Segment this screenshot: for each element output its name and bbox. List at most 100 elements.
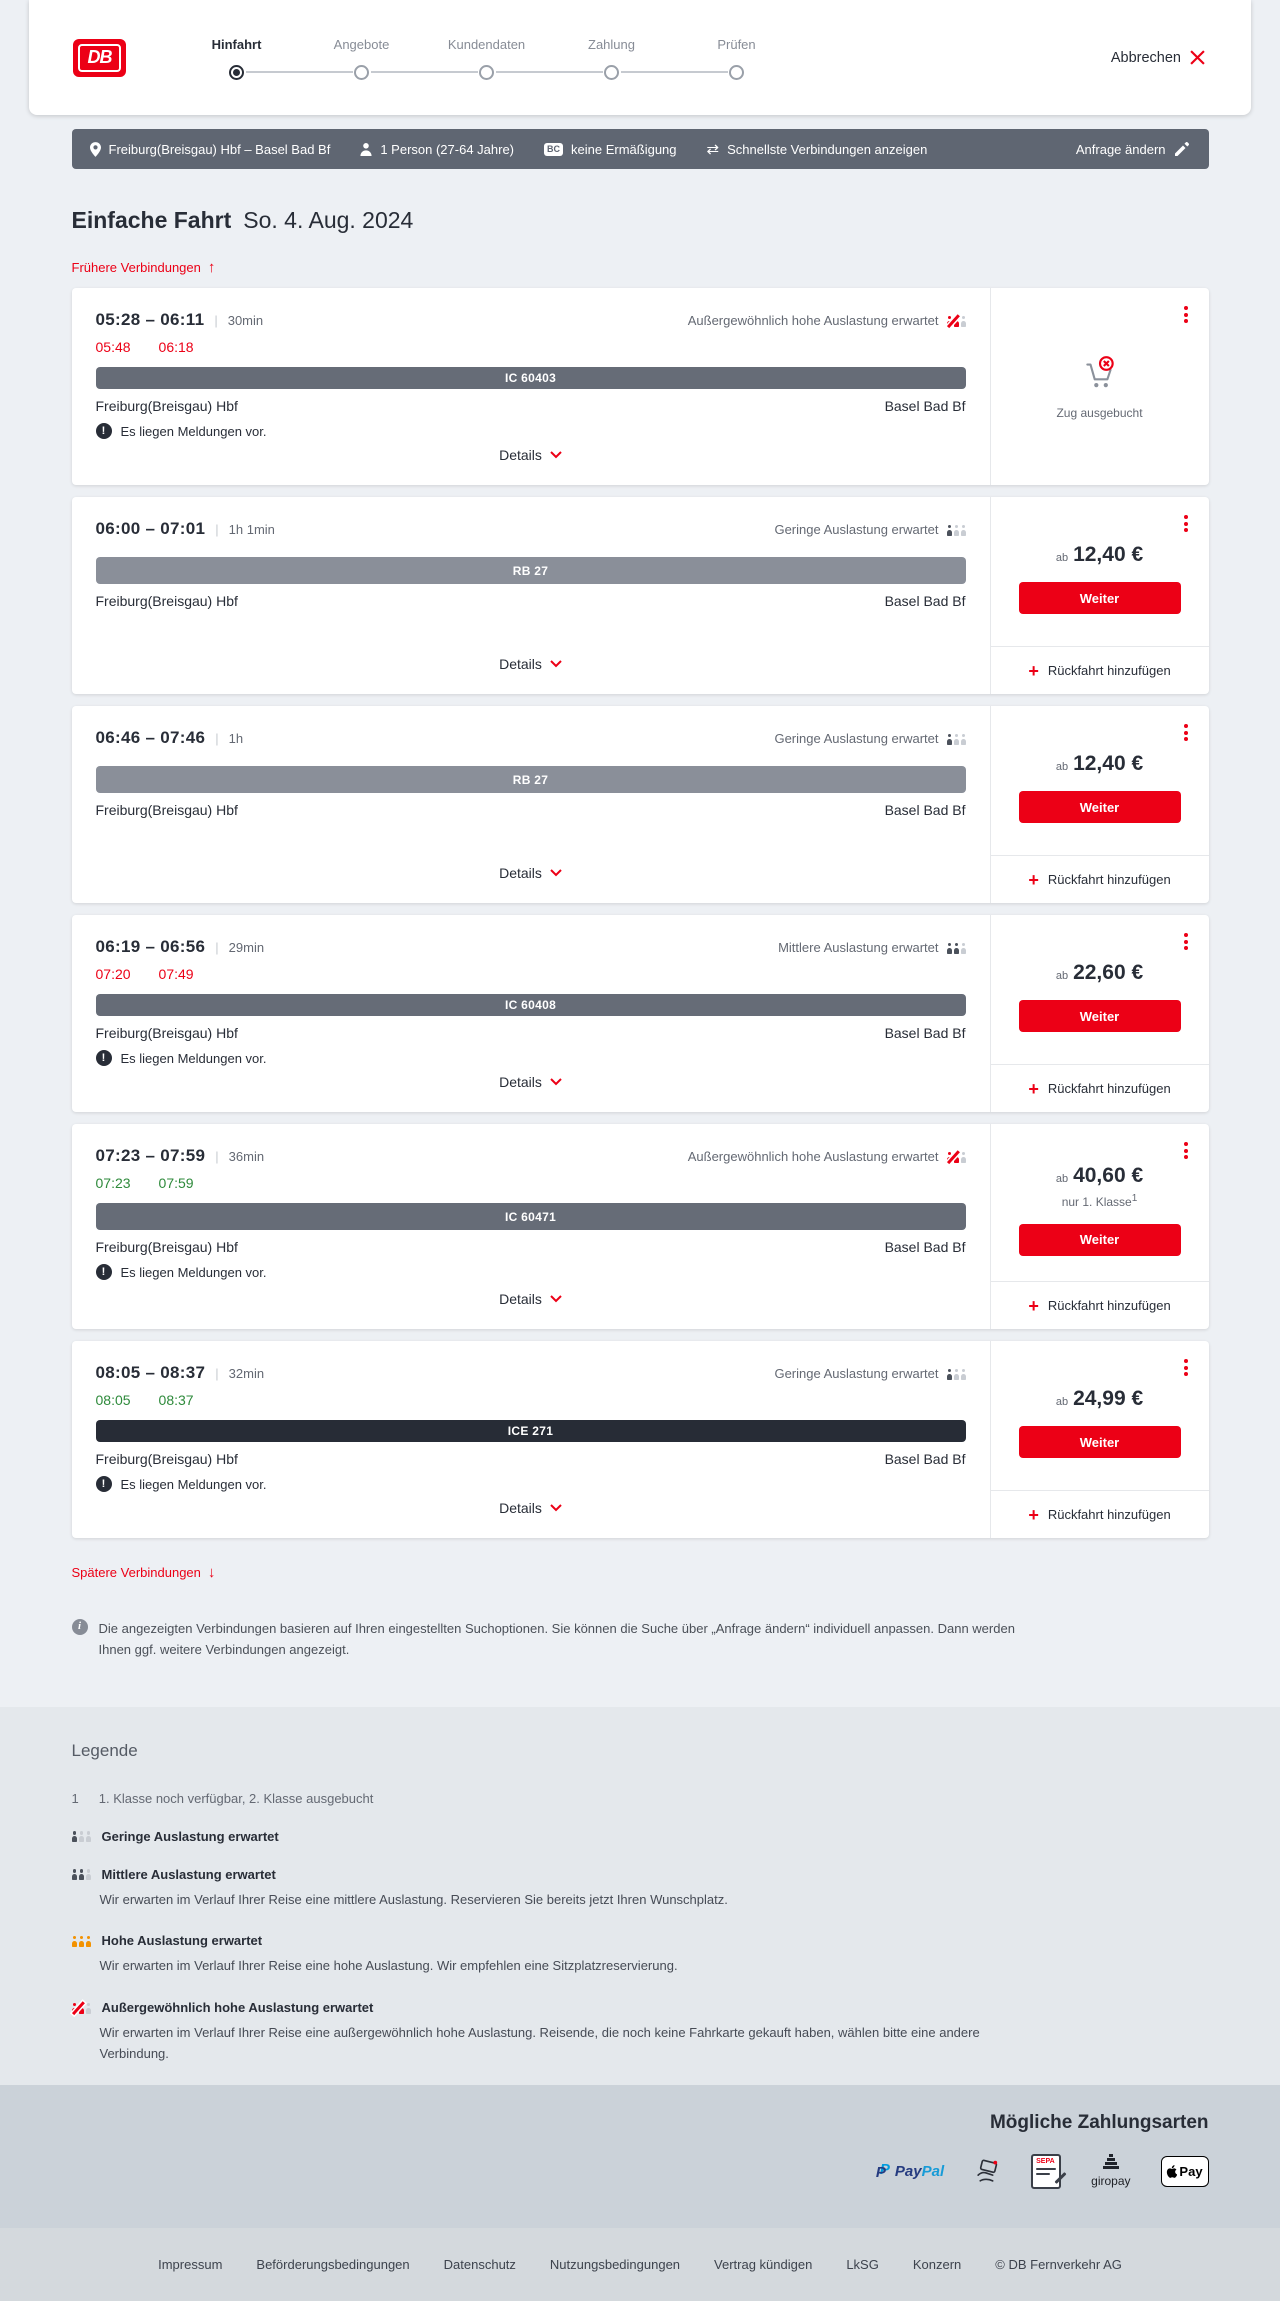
- chevron-down-icon: [550, 660, 562, 668]
- footer-link-nutzungsbedingungen[interactable]: Nutzungsbedingungen: [549, 2256, 681, 2272]
- passengers-text: 1 Person (27-64 Jahre): [380, 141, 515, 157]
- search-options-note: i Die angezeigten Verbindungen basieren …: [71, 1619, 1052, 1707]
- earlier-connections-link[interactable]: Frühere Verbindungen ↑: [72, 259, 216, 276]
- more-options-button[interactable]: [1181, 721, 1191, 744]
- later-connections-link[interactable]: Spätere Verbindungen ↓: [72, 1564, 216, 1581]
- step-kundendaten[interactable]: Kundendaten: [370, 37, 549, 80]
- connection-times: 06:46 – 07:46: [95, 728, 206, 747]
- arrow-up-icon: ↑: [207, 259, 216, 276]
- train-bar[interactable]: IC 60408: [95, 994, 966, 1016]
- continue-button[interactable]: Weiter: [1018, 582, 1181, 614]
- occupancy-label: Mittlere Auslastung erwartet: [778, 940, 939, 955]
- price-value: 24,99 €: [1073, 1387, 1144, 1410]
- separator: |: [215, 1366, 219, 1381]
- legend-item-title: Mittlere Auslastung erwartet: [101, 1866, 276, 1882]
- destination-station: Basel Bad Bf: [884, 1025, 966, 1041]
- notice-text: Es liegen Meldungen vor.: [120, 423, 267, 439]
- edit-query-button[interactable]: Anfrage ändern: [1076, 142, 1189, 157]
- destination-station: Basel Bad Bf: [884, 593, 966, 609]
- earlier-label: Frühere Verbindungen: [71, 260, 201, 275]
- step-hinfahrt[interactable]: Hinfahrt: [174, 37, 299, 80]
- legend-item-low: Geringe Auslastung erwartet: [71, 1828, 1209, 1844]
- realtime-arrival: 07:59: [158, 1175, 194, 1191]
- footer-link-vertrag-kuendigen[interactable]: Vertrag kündigen: [714, 2256, 813, 2272]
- footer-link-befoerderungsbedingungen[interactable]: Beförderungsbedingungen: [256, 2256, 410, 2272]
- train-bar[interactable]: ICE 271: [95, 1420, 966, 1442]
- legend-item-title: Außergewöhnlich hohe Auslastung erwartet: [101, 2000, 374, 2016]
- add-return-button[interactable]: + Rückfahrt hinzufügen: [990, 1064, 1209, 1112]
- price-prefix: ab: [1055, 552, 1069, 564]
- train-bar[interactable]: IC 60403: [95, 367, 966, 389]
- continue-button[interactable]: Weiter: [1018, 1223, 1181, 1256]
- legend-item-title: Geringe Auslastung erwartet: [101, 1828, 279, 1844]
- details-toggle[interactable]: Details: [499, 857, 562, 893]
- connection-duration: 32min: [228, 1366, 265, 1381]
- price-prefix: ab: [1055, 1396, 1069, 1408]
- step-zahlung[interactable]: Zahlung: [495, 37, 674, 80]
- footer-link-impressum[interactable]: Impressum: [158, 2256, 223, 2272]
- origin-station: Freiburg(Breisgau) Hbf: [95, 802, 238, 818]
- query-discount: BC keine Ermäßigung: [544, 142, 677, 157]
- credit-card-icon: [977, 2159, 998, 2182]
- more-options-button[interactable]: [1181, 1139, 1191, 1162]
- cancel-label: Abbrechen: [1110, 49, 1181, 66]
- details-toggle[interactable]: Details: [499, 1283, 562, 1319]
- footer-link-datenschutz[interactable]: Datenschutz: [443, 2256, 516, 2272]
- step-dot: [729, 65, 744, 80]
- footnote-text: 1. Klasse noch verfügbar, 2. Klasse ausg…: [98, 1790, 374, 1806]
- occupancy-medium-icon: [71, 1868, 91, 1881]
- step-label: Kundendaten: [447, 37, 526, 52]
- details-toggle[interactable]: Details: [499, 1492, 562, 1528]
- soldout-label: Zug ausgebucht: [1056, 405, 1143, 420]
- origin-station: Freiburg(Breisgau) Hbf: [95, 1239, 238, 1255]
- destination-station: Basel Bad Bf: [884, 802, 966, 818]
- query-summary-bar: Freiburg(Breisgau) Hbf – Basel Bad Bf 1 …: [71, 129, 1209, 169]
- add-return-button[interactable]: + Rückfahrt hinzufügen: [990, 1490, 1209, 1538]
- apple-icon: [1167, 2164, 1178, 2178]
- step-pruefen[interactable]: Prüfen: [620, 37, 799, 80]
- train-bar[interactable]: RB 27: [95, 557, 966, 584]
- step-angebote[interactable]: Angebote: [245, 37, 424, 80]
- add-return-button[interactable]: + Rückfahrt hinzufügen: [990, 855, 1209, 903]
- sepa-direct-debit-icon: SEPA: [1031, 2153, 1067, 2189]
- add-return-button[interactable]: + Rückfahrt hinzufügen: [990, 646, 1209, 694]
- query-view-option[interactable]: ⇄ Schnellste Verbindungen anzeigen: [707, 142, 928, 157]
- class-note-text: nur 1. Klasse: [1061, 1194, 1132, 1209]
- more-options-button[interactable]: [1181, 512, 1191, 535]
- separator: |: [214, 313, 218, 328]
- connection-duration: 29min: [228, 940, 265, 955]
- connection-times: 05:28 – 06:11: [95, 310, 205, 329]
- details-toggle[interactable]: Details: [499, 648, 562, 684]
- occupancy-low-icon: [71, 1830, 91, 1843]
- db-logo[interactable]: DB: [73, 38, 126, 77]
- payment-section: Mögliche Zahlungsarten P P PayPal SEPA: [0, 2084, 1280, 2228]
- more-options-button[interactable]: [1181, 930, 1191, 953]
- step-dot: [479, 65, 494, 80]
- train-bar[interactable]: RB 27: [95, 766, 966, 793]
- connection-card: 07:23 – 07:59 | 36min Außergewöhnlich ho…: [71, 1124, 1209, 1329]
- route-text: Freiburg(Breisgau) Hbf – Basel Bad Bf: [108, 141, 331, 157]
- train-bar[interactable]: IC 60471: [95, 1203, 966, 1230]
- more-options-button[interactable]: [1181, 1356, 1191, 1379]
- continue-button[interactable]: Weiter: [1018, 791, 1181, 823]
- price-area: ab 12,40 € Weiter: [991, 497, 1209, 646]
- plus-icon: +: [1028, 660, 1039, 681]
- plus-icon: +: [1028, 1504, 1039, 1525]
- realtime-departure: 05:48: [95, 339, 131, 355]
- footer-link-lksg[interactable]: LkSG: [846, 2256, 879, 2272]
- bahncard-icon: BC: [544, 142, 564, 156]
- continue-button[interactable]: Weiter: [1018, 1000, 1181, 1032]
- cancel-button[interactable]: Abbrechen: [1111, 50, 1205, 66]
- legend-section: Legende 1 1. Klasse noch verfügbar, 2. K…: [0, 1706, 1280, 2085]
- occupancy-high-icon: [71, 1935, 91, 1947]
- details-toggle[interactable]: Details: [499, 439, 562, 475]
- notice-text: Es liegen Meldungen vor.: [120, 1476, 267, 1492]
- add-return-button[interactable]: + Rückfahrt hinzufügen: [990, 1281, 1209, 1329]
- destination-station: Basel Bad Bf: [884, 398, 966, 414]
- destination-station: Basel Bad Bf: [884, 1239, 966, 1255]
- exclamation-icon: !: [95, 1476, 112, 1492]
- details-toggle[interactable]: Details: [499, 1066, 562, 1102]
- footer-link-konzern[interactable]: Konzern: [912, 2256, 962, 2272]
- more-options-button[interactable]: [1181, 303, 1191, 326]
- continue-button[interactable]: Weiter: [1018, 1426, 1181, 1458]
